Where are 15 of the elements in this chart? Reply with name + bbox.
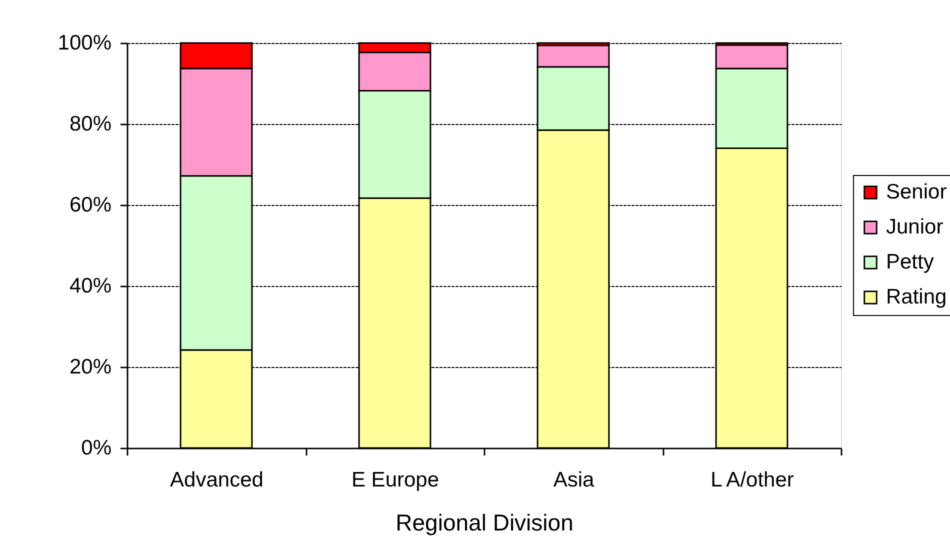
y-tick-label: 80% [69,112,112,136]
x-tick-label: Asia [553,468,594,492]
legend-label: Junior [886,216,944,238]
y-tick-label: 60% [69,194,112,216]
y-tick-label: 0% [81,436,112,460]
x-tick-label: E Europe [351,468,440,492]
x-tick-label: L A/other [710,468,794,492]
y-tick-label: 20% [69,356,112,378]
x-axis-title: Regional Division [396,510,574,536]
y-tick-label: 100% [58,32,112,54]
legend-label: Petty [886,250,934,274]
x-tick-label: Advanced [170,468,264,492]
legend-label: Rating [886,286,947,308]
y-tick-label: 40% [69,274,112,298]
legend-label: Senior [886,180,947,204]
